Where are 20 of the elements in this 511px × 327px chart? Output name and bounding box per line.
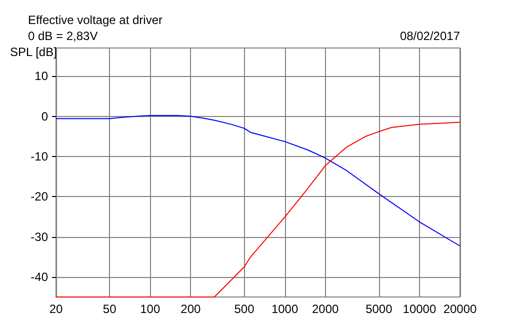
y-axis-title: SPL [dB] — [10, 45, 57, 59]
y-tick-label: -40 — [30, 270, 48, 284]
y-tick-label: -10 — [30, 149, 48, 164]
x-tick-label: 100 — [140, 302, 160, 316]
x-tick-label: 200 — [180, 302, 201, 316]
x-tick-label: 50 — [102, 302, 117, 316]
x-tick-label: 10000 — [402, 302, 436, 316]
y-tick-label: -20 — [30, 190, 48, 204]
x-tick-label: 20 — [49, 302, 63, 316]
x-tick-label: 500 — [234, 302, 255, 316]
y-tick-label: -30 — [30, 230, 48, 244]
x-tick-label: 1000 — [271, 302, 298, 316]
y-tick-label: 0 — [41, 109, 48, 124]
chart-subtitle: 0 dB = 2,83V — [28, 29, 98, 43]
x-tick-label: 20000 — [443, 302, 478, 316]
chart-title: Effective voltage at driver — [28, 13, 163, 27]
x-tick-label: 5000 — [366, 302, 393, 316]
y-tick-label: 10 — [34, 69, 48, 84]
text: 08/02/2017 — [400, 29, 460, 43]
x-tick-label: 2000 — [312, 302, 340, 316]
